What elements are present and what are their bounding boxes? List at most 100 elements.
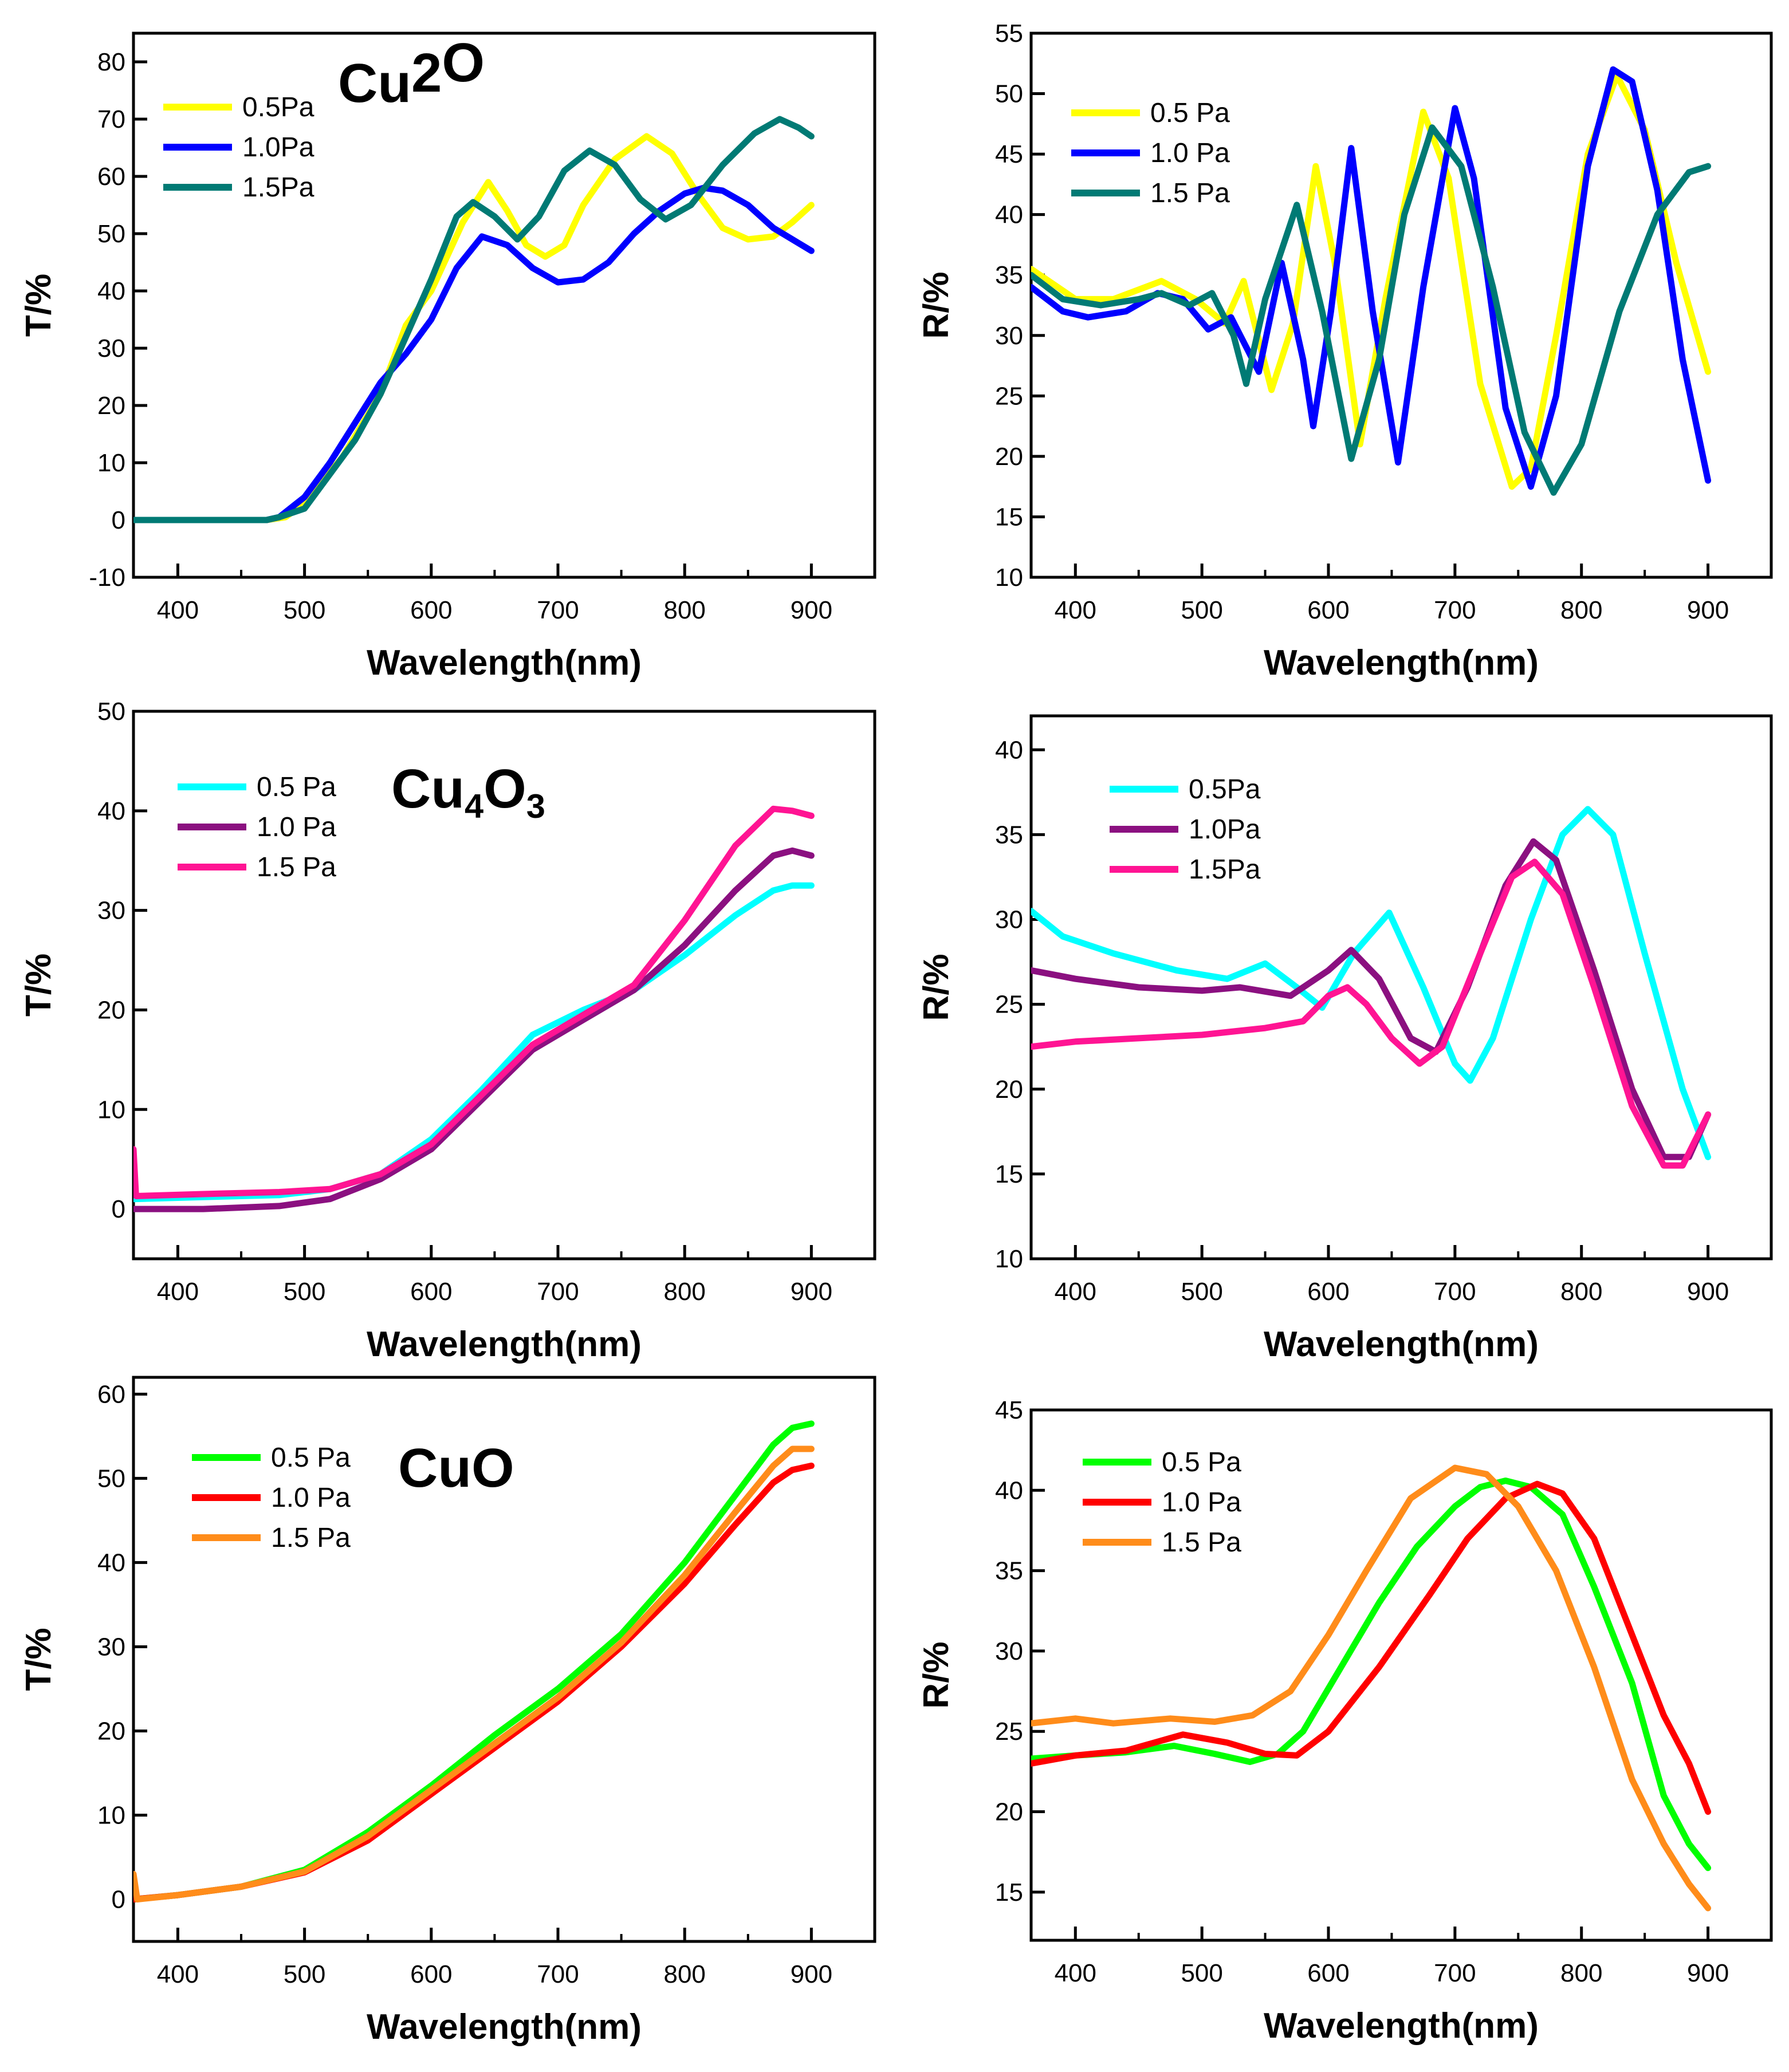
series-line-2 — [1031, 1480, 1712, 1815]
y-axis-label: T/% — [19, 274, 58, 337]
legend-label-1: 0.5 Pa — [257, 772, 336, 802]
x-tick-label: 400 — [1055, 596, 1096, 624]
chart-panel-p3: 400 500 600 700 800 900 0 10 20 30 40 50 Wavelength(… — [19, 698, 876, 1364]
series-line-1 — [133, 882, 815, 1203]
y-tick-label: 40 — [995, 1476, 1023, 1504]
x-tick-label: 500 — [1181, 596, 1222, 624]
legend-label-2: 1.0 Pa — [271, 1483, 351, 1513]
y-tick-label: 20 — [995, 1076, 1023, 1104]
x-tick-label: 600 — [1307, 1959, 1349, 1987]
x-tick-label: 500 — [1181, 1959, 1222, 1987]
chart-panel-p5: 400 500 600 700 800 900 0 10 20 30 40 50 60 Wavelengt… — [19, 1376, 876, 2047]
compound-label: Cu4O3 — [391, 758, 545, 825]
y-tick-label: 30 — [97, 1633, 125, 1661]
x-tick-label: 800 — [1560, 1278, 1602, 1306]
x-tick-label: 800 — [1560, 596, 1602, 624]
y-tick-label: 20 — [97, 1717, 125, 1745]
y-tick-label: 35 — [995, 821, 1023, 849]
plot-frame — [1029, 31, 1773, 579]
legend-label-3: 1.5 Pa — [1150, 178, 1230, 208]
x-tick-label: 800 — [1560, 1959, 1602, 1987]
x-axis-label: Wavelength(nm) — [1264, 643, 1539, 683]
y-tick-label: 20 — [995, 1798, 1023, 1826]
legend: 0.5 Pa 1.0 Pa 1.5 Pa — [192, 1443, 351, 1553]
y-tick-label: 20 — [97, 392, 125, 420]
y-tick-label: 50 — [97, 698, 125, 726]
chart-panel-p2: 400 500 600 700 800 900 10 15 20 25 30 35 40 45 50 55 Wa… — [917, 19, 1773, 683]
legend: 0.5Pa 1.0Pa 1.5Pa — [163, 92, 314, 203]
series-lines — [1031, 806, 1712, 1169]
x-tick-label: 500 — [284, 1278, 325, 1306]
x-tick-label: 400 — [157, 1278, 199, 1306]
series-line-3 — [1031, 1464, 1712, 1912]
y-tick-label: 0 — [112, 1885, 125, 1913]
legend-label-3: 1.5 Pa — [271, 1523, 351, 1553]
y-tick-label: -10 — [89, 564, 125, 592]
series-line-2 — [1031, 838, 1712, 1160]
legend-label-3: 1.5 Pa — [257, 852, 336, 883]
legend-label-1: 0.5 Pa — [1150, 98, 1230, 128]
y-axis-label: R/% — [917, 271, 956, 338]
y-axis-label: R/% — [917, 1641, 956, 1708]
y-tick-label: 10 — [97, 449, 125, 477]
series-line-1 — [1031, 806, 1712, 1160]
series-line-1 — [133, 133, 815, 523]
legend: 0.5 Pa 1.0 Pa 1.5 Pa — [1083, 1447, 1241, 1558]
compound-label: CuO — [398, 1437, 514, 1499]
series-line-3 — [133, 805, 815, 1199]
legend-label-3: 1.5Pa — [242, 172, 314, 203]
y-tick-label: 20 — [995, 443, 1023, 471]
x-tick-label: 600 — [410, 1278, 452, 1306]
y-tick-label: 35 — [995, 261, 1023, 289]
series-line-3 — [1031, 858, 1712, 1169]
x-tick-label: 900 — [791, 1960, 832, 1988]
legend-label-2: 1.0 Pa — [257, 812, 336, 842]
plot-frame — [1029, 1408, 1773, 1942]
y-tick-label: 40 — [995, 736, 1023, 764]
x-tick-label: 700 — [537, 1278, 579, 1306]
x-tick-label: 600 — [1307, 596, 1349, 624]
x-tick-label: 700 — [1434, 1278, 1476, 1306]
x-tick-label: 500 — [1181, 1278, 1222, 1306]
x-tick-label: 900 — [1687, 596, 1729, 624]
series-lines — [1031, 1464, 1712, 1912]
y-tick-label: 40 — [97, 1549, 125, 1577]
series-lines — [1031, 66, 1712, 496]
plot-frame — [1029, 714, 1773, 1260]
legend-label-1: 0.5 Pa — [1162, 1447, 1241, 1478]
y-tick-label: 0 — [112, 506, 125, 534]
series-line-3 — [1031, 124, 1712, 496]
y-tick-label: 10 — [97, 1096, 125, 1124]
legend-label-2: 1.0 Pa — [1150, 138, 1230, 168]
y-tick-label: 60 — [97, 1380, 125, 1408]
chart-panel-p1: 400 500 600 700 800 900 -10 0 10 20 30 40 50 60 70 80 Wa… — [19, 31, 876, 683]
x-tick-label: 400 — [157, 1960, 199, 1988]
y-tick-label: 20 — [97, 996, 125, 1024]
y-tick-label: 10 — [995, 1245, 1023, 1273]
legend-label-3: 1.5Pa — [1189, 854, 1261, 885]
y-tick-label: 50 — [97, 1464, 125, 1492]
chart-panel-p4: 400 500 600 700 800 900 10 15 20 25 30 35 40 Waveleng… — [917, 714, 1773, 1364]
x-axis-label: Wavelength(nm) — [1264, 2006, 1539, 2046]
x-tick-label: 400 — [1055, 1278, 1096, 1306]
chart-panel-p6: 400 500 600 700 800 900 15 20 25 30 35 40 45 Waveleng… — [917, 1396, 1773, 2046]
series-lines — [133, 805, 815, 1212]
series-line-1 — [1031, 1478, 1712, 1872]
plot-frame — [132, 710, 876, 1260]
compound-label: Cu2O — [338, 32, 485, 114]
y-tick-label: 15 — [995, 1878, 1023, 1906]
series-line-2 — [1031, 66, 1712, 490]
y-tick-label: 25 — [995, 1718, 1023, 1746]
y-tick-label: 15 — [995, 1160, 1023, 1188]
legend: 0.5Pa 1.0Pa 1.5Pa — [1110, 774, 1261, 885]
y-tick-label: 35 — [995, 1557, 1023, 1585]
y-tick-label: 30 — [995, 1637, 1023, 1665]
x-tick-label: 800 — [663, 1960, 705, 1988]
legend-label-1: 0.5Pa — [1189, 774, 1261, 805]
legend-label-1: 0.5Pa — [242, 92, 314, 123]
legend-label-2: 1.0Pa — [1189, 814, 1261, 845]
series-line-3 — [133, 116, 815, 523]
x-tick-label: 600 — [410, 1960, 452, 1988]
x-tick-label: 400 — [1055, 1959, 1096, 1987]
y-tick-label: 30 — [97, 897, 125, 925]
